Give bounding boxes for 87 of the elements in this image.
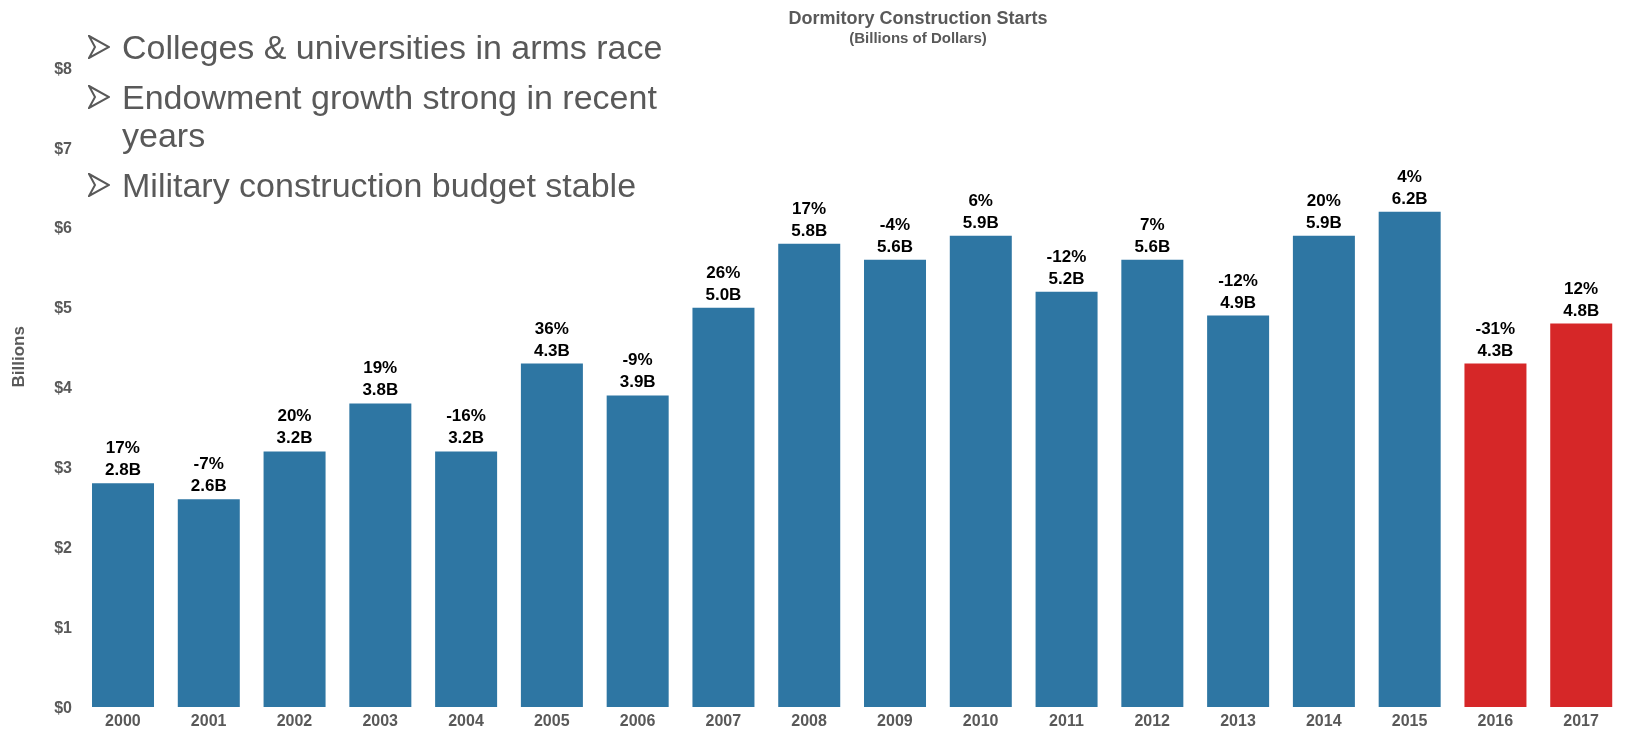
annotation: -31% <box>1475 318 1516 338</box>
data-label: 5.2B <box>1048 268 1085 288</box>
data-label: 5.9B <box>1305 212 1342 232</box>
annotation: 20% <box>277 406 312 426</box>
bar <box>263 451 326 707</box>
annotation: Military construction budget stable <box>122 166 637 204</box>
annotation: 4% <box>1397 166 1422 186</box>
data-label: 5.6B <box>1134 236 1171 256</box>
bar <box>692 307 755 707</box>
data-label: 5.9B <box>962 212 999 232</box>
chart-subtitle: (Billions of Dollars) <box>849 29 987 46</box>
data-label: 2.6B <box>190 476 227 496</box>
annotation: -7% <box>193 454 224 474</box>
chart-title: Dormitory Construction Starts <box>787 8 1049 29</box>
annotation: 12% <box>1564 278 1599 298</box>
y-tick-label: $7 <box>54 139 73 157</box>
annotation: -4% <box>879 214 911 234</box>
data-label: 2.8B <box>105 460 141 480</box>
y-axis-title: Billions <box>9 326 29 388</box>
x-tick-label: 2005 <box>533 712 570 730</box>
annotation: -12% <box>1046 246 1087 266</box>
data-label: 3.8B <box>362 380 399 400</box>
bar <box>949 235 1012 707</box>
x-tick-label: 2010 <box>962 712 999 730</box>
annotation: 36% <box>534 318 569 338</box>
y-tick-label: $5 <box>54 299 73 317</box>
bar <box>1292 235 1355 707</box>
data-label: 5.6B <box>877 236 913 256</box>
data-label: 4.3B <box>1477 340 1514 360</box>
bar <box>1035 291 1098 707</box>
bar <box>1464 363 1527 707</box>
bar <box>1207 315 1270 707</box>
x-tick-label: 2003 <box>362 712 399 730</box>
data-label: 4.9B <box>1220 292 1257 312</box>
x-tick-label: 2011 <box>1049 712 1084 730</box>
y-tick-label: $6 <box>54 219 73 237</box>
bar <box>520 363 583 707</box>
annotation: -9% <box>622 350 653 370</box>
text: Colleges & universities in arms race <box>122 28 663 66</box>
x-tick-label: 2016 <box>1477 712 1514 730</box>
x-tick-label: 2000 <box>105 712 141 730</box>
data-label: 6.2B <box>1391 188 1428 208</box>
annotation: 17% <box>792 198 827 218</box>
data-label: 5.8B <box>791 220 828 240</box>
bar <box>778 243 841 707</box>
annotation: Endowment growth strong in recent years <box>122 78 658 154</box>
x-tick-label: 2006 <box>619 712 656 730</box>
annotation: 7% <box>1139 214 1165 234</box>
annotation: -16% <box>446 406 486 426</box>
data-label: 3.2B <box>448 428 485 448</box>
x-tick-label: 2014 <box>1305 712 1342 730</box>
bar <box>1378 211 1441 707</box>
bar <box>177 499 240 707</box>
bar <box>1550 323 1613 707</box>
bar <box>1121 259 1184 707</box>
x-tick-label: 2001 <box>190 712 227 730</box>
annotation: 19% <box>363 358 398 378</box>
y-tick-label: $0 <box>54 698 73 716</box>
annotation: 6% <box>968 190 993 210</box>
bar <box>349 403 412 707</box>
y-tick-label: $4 <box>54 379 73 397</box>
x-tick-label: 2008 <box>791 712 828 730</box>
annotation: 20% <box>1306 190 1341 210</box>
data-label: 4.3B <box>533 340 570 360</box>
x-tick-label: 2012 <box>1134 712 1171 730</box>
annotation: 26% <box>706 262 741 282</box>
x-tick-label: 2015 <box>1391 712 1428 730</box>
x-tick-label: 2009 <box>877 712 913 730</box>
y-tick-label: $1 <box>54 618 73 636</box>
y-tick-label: $2 <box>54 538 73 556</box>
data-label: 4.8B <box>1563 300 1600 320</box>
data-label: 3.2B <box>276 428 313 448</box>
x-tick-label: 2017 <box>1563 712 1600 730</box>
data-label: 5.0B <box>705 284 742 304</box>
x-tick-label: 2004 <box>448 712 484 730</box>
data-label: 3.9B <box>619 372 656 392</box>
y-tick-label: $8 <box>54 59 73 77</box>
y-tick-label: $3 <box>54 459 73 477</box>
bar <box>92 483 155 707</box>
annotation: 17% <box>105 438 140 458</box>
bar <box>864 259 927 707</box>
bar <box>435 451 498 707</box>
x-tick-label: 2013 <box>1220 712 1256 730</box>
annotation: -12% <box>1218 270 1258 290</box>
x-tick-label: 2002 <box>276 712 313 730</box>
bar <box>606 395 669 707</box>
x-tick-label: 2007 <box>705 712 742 730</box>
